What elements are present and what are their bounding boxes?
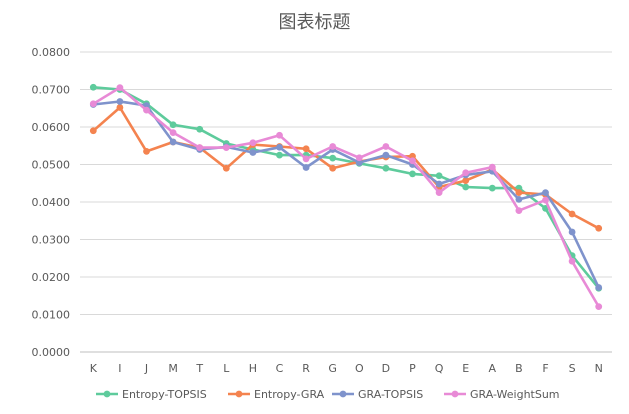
data-point (329, 164, 337, 172)
data-point (462, 169, 470, 177)
legend-swatch-marker (451, 390, 459, 398)
series-line-4 (92, 86, 601, 308)
x-tick-label: C (276, 362, 284, 375)
legend-label: GRA-TOPSIS (358, 388, 423, 401)
x-tick-label: S (569, 362, 576, 375)
data-point (276, 151, 283, 159)
series-line-1 (92, 86, 601, 290)
x-tick-label: J (144, 362, 148, 375)
data-point (488, 163, 496, 171)
data-point (249, 139, 257, 147)
data-point (462, 177, 470, 185)
data-point (143, 147, 150, 155)
y-tick-label: 0.0800 (32, 46, 71, 59)
data-point (542, 196, 549, 204)
data-point (302, 155, 310, 163)
legend-swatch-marker (103, 390, 111, 398)
x-tick-label: R (302, 362, 310, 375)
legend-swatch-marker (339, 390, 347, 398)
y-tick-label: 0.0000 (32, 346, 71, 359)
data-point (435, 180, 443, 188)
y-tick-label: 0.0500 (32, 159, 71, 172)
x-tick-label: D (382, 362, 390, 375)
data-point (116, 104, 124, 111)
data-point (302, 145, 310, 153)
data-point (169, 121, 177, 129)
y-tick-label: 0.0600 (32, 121, 71, 134)
data-point (249, 149, 257, 156)
data-point (409, 157, 416, 165)
x-tick-label: P (409, 362, 416, 375)
x-tick-label: T (195, 362, 203, 375)
data-point (595, 303, 603, 311)
legend-swatch-marker (235, 390, 243, 398)
chart-title: 图表标题 (278, 12, 351, 33)
legend-label: Entropy-GRA (254, 388, 325, 401)
data-point (169, 138, 177, 146)
data-point (595, 224, 603, 232)
data-point (568, 210, 576, 218)
data-point (116, 98, 124, 105)
data-point (435, 189, 443, 197)
data-point (222, 164, 230, 172)
data-point (329, 143, 337, 150)
data-point (435, 172, 443, 180)
y-tick-label: 0.0400 (32, 196, 71, 209)
data-point (222, 144, 230, 152)
x-tick-label: A (489, 362, 497, 375)
series-line-3 (92, 100, 601, 289)
x-tick-label: F (542, 362, 548, 375)
data-point (89, 127, 97, 135)
data-point (382, 151, 390, 159)
data-point (515, 189, 523, 197)
data-point (382, 143, 390, 150)
y-tick-label: 0.0300 (32, 234, 71, 247)
data-point (488, 184, 496, 192)
data-point (276, 131, 283, 139)
data-point (196, 125, 204, 133)
data-point (89, 100, 97, 108)
x-tick-label: G (328, 362, 337, 375)
data-point (568, 257, 576, 265)
x-tick-label: E (462, 362, 469, 375)
y-tick-label: 0.0200 (32, 271, 71, 284)
legend-label: Entropy-TOPSIS (122, 388, 207, 401)
x-tick-label: B (515, 362, 523, 375)
x-tick-label: Q (435, 362, 444, 375)
legend-label: GRA-WeightSum (470, 388, 560, 401)
data-point (143, 106, 150, 114)
data-point (515, 207, 523, 215)
data-point (89, 83, 97, 91)
data-point (568, 228, 576, 236)
data-point (542, 189, 549, 197)
data-point (515, 195, 523, 203)
data-point (355, 159, 363, 167)
data-point (302, 164, 310, 171)
x-tick-label: N (595, 362, 603, 375)
data-point (276, 143, 283, 151)
data-point (116, 84, 124, 92)
x-tick-label: L (223, 362, 230, 375)
y-tick-label: 0.0100 (32, 309, 71, 322)
data-point (382, 164, 390, 172)
data-point (169, 129, 177, 137)
x-tick-label: K (90, 362, 98, 375)
data-point (196, 144, 204, 152)
y-tick-label: 0.0700 (32, 84, 71, 97)
data-point (462, 183, 470, 191)
x-tick-label: M (168, 362, 178, 375)
data-point (329, 154, 337, 162)
data-point (409, 170, 416, 178)
x-tick-label: O (355, 362, 364, 375)
data-point (355, 154, 363, 162)
x-tick-label: I (118, 362, 121, 375)
data-point (595, 284, 603, 291)
x-tick-label: H (249, 362, 257, 375)
